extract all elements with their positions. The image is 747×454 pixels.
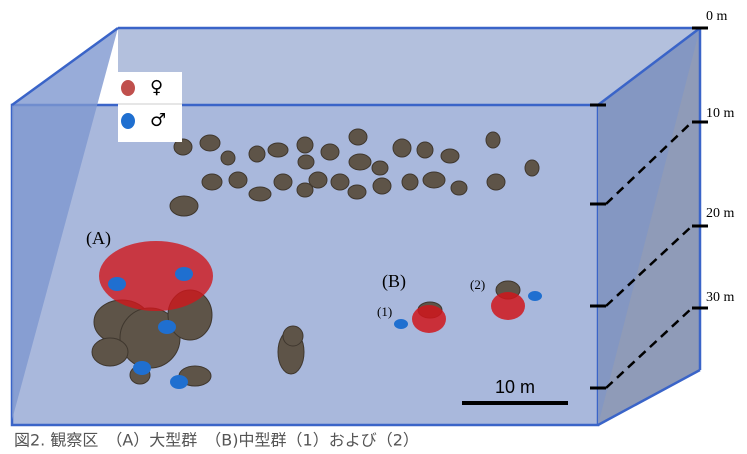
rock — [249, 146, 265, 162]
rock — [229, 172, 247, 188]
female-area — [99, 241, 213, 311]
group-label: (A) — [86, 228, 111, 249]
rock — [402, 174, 418, 190]
rock — [249, 187, 271, 201]
legend-male: ♂ — [150, 110, 166, 131]
rock — [92, 338, 128, 366]
rock — [487, 174, 505, 190]
depth-label: 0 m — [706, 9, 728, 24]
female-area — [412, 305, 446, 333]
scale-label: 10 m — [495, 377, 535, 397]
rock — [441, 149, 459, 163]
rock — [321, 144, 339, 160]
rock — [348, 185, 366, 199]
diagram: 0 m 10 m 20 m 30 m (A) (B) (1) (2) ♀ ♂ 1… — [0, 0, 747, 449]
rock — [274, 174, 292, 190]
rock — [417, 142, 433, 158]
rock — [486, 132, 500, 148]
caption: 図2. 観察区 （A）大型群 （B)中型群（1）および（2） — [14, 431, 419, 450]
rock — [349, 129, 367, 145]
rock — [221, 151, 235, 165]
rock — [393, 139, 411, 157]
rock — [297, 137, 313, 153]
depth-labels: 0 m 10 m 20 m 30 m — [706, 9, 735, 305]
group-label: (2) — [470, 277, 485, 292]
rock — [451, 181, 467, 195]
depth-label: 30 m — [706, 290, 735, 305]
rock — [283, 326, 303, 346]
female-area — [491, 292, 525, 320]
depth-label: 10 m — [706, 106, 735, 121]
rock — [170, 196, 198, 216]
rock — [298, 155, 314, 169]
rock — [372, 161, 388, 175]
group-label: (1) — [377, 304, 392, 319]
group-label: (B) — [382, 271, 406, 292]
rock — [202, 174, 222, 190]
depth-label: 20 m — [706, 206, 735, 221]
legend-male-swatch — [121, 113, 135, 129]
rock — [331, 174, 349, 190]
rock — [309, 172, 327, 188]
page: 0 m 10 m 20 m 30 m (A) (B) (1) (2) ♀ ♂ 1… — [0, 0, 747, 454]
rock — [200, 135, 220, 151]
legend-female-swatch — [121, 80, 135, 96]
rock — [423, 172, 445, 188]
rock — [373, 178, 391, 194]
rock — [525, 160, 539, 176]
rock — [349, 154, 371, 170]
rock — [268, 143, 288, 157]
legend-female: ♀ — [150, 77, 163, 98]
